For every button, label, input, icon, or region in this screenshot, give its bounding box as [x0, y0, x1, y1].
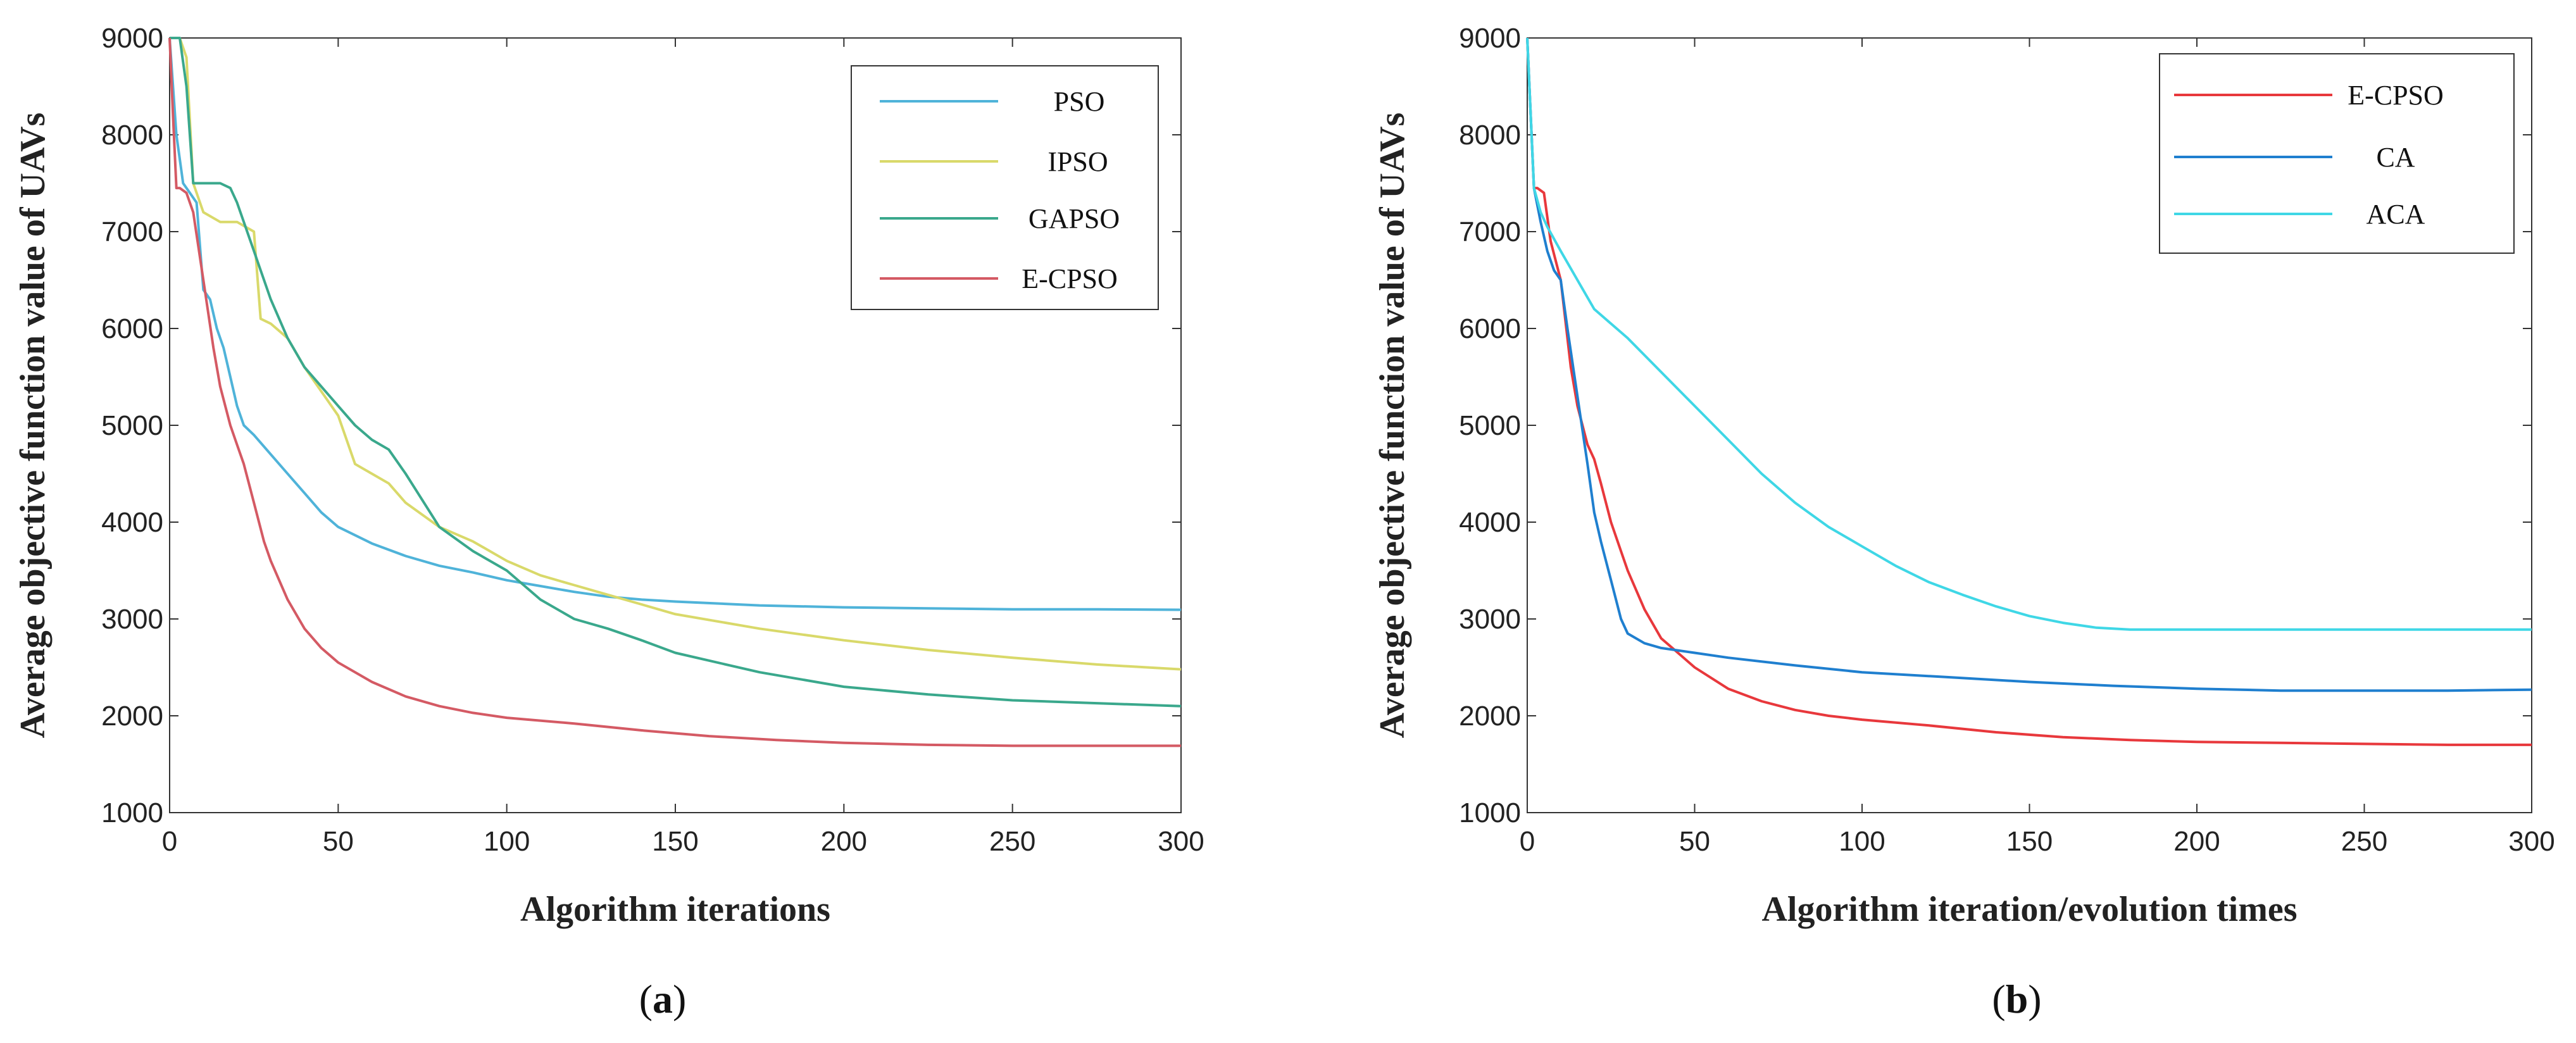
x-tick-label: 50 — [1679, 826, 1710, 857]
x-tick-label: 150 — [652, 826, 698, 857]
chart-panel-b: 0 50 100 150 200 250 300 1000 2000 3000 4000 5000 60… — [1373, 23, 2555, 1021]
x-tick-label: 100 — [484, 826, 530, 857]
y-tick-label: 7000 — [1459, 216, 1521, 247]
y-tick-label: 2000 — [1459, 701, 1521, 732]
legend-label-e-cpso: E-CPSO — [2348, 80, 2444, 111]
legend-label-ipso: IPSO — [1047, 146, 1108, 177]
legend: E-CPSO CA ACA — [2159, 53, 2515, 254]
y-tick-label: 4000 — [101, 507, 163, 538]
y-tick-label: 8000 — [101, 120, 163, 151]
x-tick-label: 250 — [2341, 826, 2387, 857]
y-tick-label: 6000 — [101, 313, 163, 344]
caption-letter: b — [2006, 977, 2029, 1021]
y-axis-label: Average objective function value of UAVs — [1373, 113, 1412, 739]
x-tick-label: 200 — [2173, 826, 2220, 857]
series-line-gapso — [170, 37, 1182, 708]
caption-open: ( — [1992, 977, 2005, 1021]
series-line-ca — [1526, 37, 2532, 692]
panel-caption: (a) — [639, 977, 687, 1021]
x-tick-label: 150 — [2006, 826, 2053, 857]
y-tick-label: 2000 — [101, 701, 163, 732]
x-tick-label: 50 — [323, 826, 354, 857]
x-tick-label: 300 — [1158, 826, 1204, 857]
legend-label-gapso: GAPSO — [1029, 203, 1120, 234]
series-line-e-cpso — [168, 37, 1181, 747]
caption-close: ) — [2028, 977, 2041, 1021]
y-tick-label: 7000 — [101, 216, 163, 247]
y-tick-label: 3000 — [101, 604, 163, 635]
x-tick-label: 0 — [1520, 826, 1535, 857]
y-tick-label: 4000 — [1459, 507, 1521, 538]
chart-panel-a: 0 50 100 150 200 250 300 1000 2000 3000 4000 5000 60… — [13, 23, 1204, 1021]
x-axis-label: Algorithm iterations — [520, 890, 830, 929]
legend: PSO IPSO GAPSO E-CPSO — [851, 65, 1159, 310]
x-tick-label: 100 — [1839, 826, 1885, 857]
y-tick-label: 9000 — [1459, 23, 1521, 54]
x-tick-label: 300 — [2508, 826, 2554, 857]
caption-open: ( — [639, 977, 653, 1021]
caption-close: ) — [673, 977, 686, 1021]
y-tick-label: 5000 — [1459, 410, 1521, 441]
series-line-aca — [1526, 37, 2532, 631]
x-tick-label: 250 — [989, 826, 1035, 857]
y-tick-label: 1000 — [1459, 797, 1521, 828]
legend-box — [2159, 53, 2515, 254]
y-tick-label: 3000 — [1459, 604, 1521, 635]
series-line-ipso — [170, 37, 1182, 671]
legend-label-aca: ACA — [2367, 199, 2425, 230]
panel-caption: (b) — [1992, 977, 2041, 1021]
y-tick-label: 8000 — [1459, 120, 1521, 151]
y-tick-label: 1000 — [101, 797, 163, 828]
y-tick-label: 5000 — [101, 410, 163, 441]
x-tick-label: 200 — [821, 826, 867, 857]
y-tick-label: 9000 — [101, 23, 163, 54]
y-axis-label: Average objective function value of UAVs — [13, 113, 53, 739]
x-tick-label: 0 — [162, 826, 177, 857]
x-axis-label: Algorithm iteration/evolution times — [1761, 890, 2297, 929]
legend-label-e-cpso: E-CPSO — [1022, 263, 1118, 294]
y-tick-label: 6000 — [1459, 313, 1521, 344]
legend-box — [851, 65, 1159, 310]
legend-label-pso: PSO — [1054, 86, 1105, 117]
legend-label-ca: CA — [2376, 142, 2415, 173]
caption-letter: a — [653, 977, 673, 1021]
